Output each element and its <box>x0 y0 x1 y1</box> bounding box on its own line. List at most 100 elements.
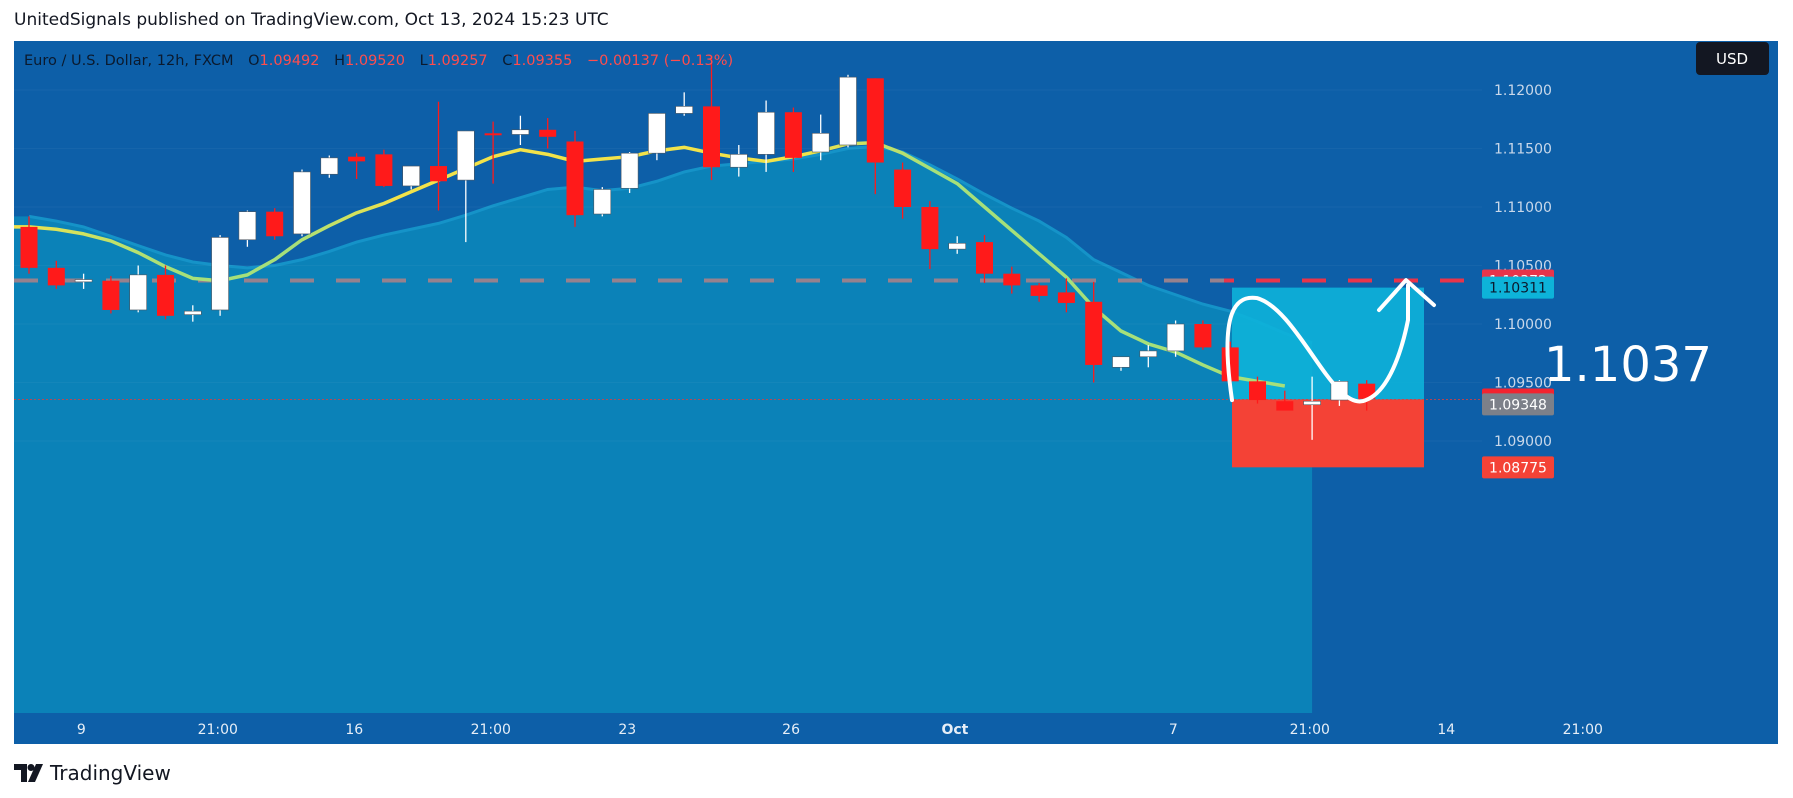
candle-body <box>1166 323 1185 352</box>
candle-body <box>703 106 720 168</box>
candle <box>675 92 694 116</box>
candle <box>976 235 993 284</box>
candle-body <box>375 154 393 186</box>
candle-body <box>266 211 284 237</box>
candle-body <box>729 154 748 168</box>
candle-body <box>839 76 857 146</box>
legend-low-label: L <box>420 53 428 69</box>
candle <box>757 100 775 172</box>
legend-change: −0.00137 (−0.13%) <box>587 53 733 69</box>
candle <box>1085 281 1103 383</box>
candle-body <box>1030 285 1048 296</box>
candle <box>1003 266 1021 294</box>
candle-body <box>948 242 967 250</box>
candle-body <box>484 133 502 136</box>
candle-body <box>539 129 557 137</box>
candle <box>184 305 202 322</box>
candle-body <box>921 207 939 250</box>
time-axis-background <box>14 713 1778 744</box>
time-tick-label: 16 <box>345 722 363 738</box>
candle-body <box>784 112 802 158</box>
candle-body <box>566 141 584 216</box>
candle-body <box>894 169 912 207</box>
candle <box>620 152 639 193</box>
stop-price-label: 1.08775 <box>1489 460 1547 476</box>
price-chart[interactable]: Euro / U.S. Dollar, 12h, FXCM O1.09492 H… <box>14 41 1778 744</box>
candle-body <box>1194 324 1212 348</box>
time-tick-label: 14 <box>1437 722 1455 738</box>
candle-body <box>402 165 421 187</box>
candle <box>648 113 666 161</box>
candle <box>375 149 393 188</box>
candle-body <box>320 157 339 175</box>
candle <box>729 144 748 177</box>
forecast-drawing[interactable] <box>1225 278 1436 404</box>
prev-close-price-label: 1.09348 <box>1489 397 1547 413</box>
price-axis-labels: 1.090001.095001.100001.105001.110001.115… <box>1482 83 1554 479</box>
legend-symbol: Euro / U.S. Dollar, 12h, FXCM <box>24 53 234 69</box>
target-annotation[interactable]: 1.1037 <box>1544 337 1712 393</box>
candle-body <box>976 242 993 274</box>
stop-price-label-bg <box>1482 456 1554 479</box>
candle <box>1249 376 1266 404</box>
candle <box>593 187 612 217</box>
candle <box>293 169 311 237</box>
candle <box>1030 283 1048 302</box>
candle-body <box>593 189 612 215</box>
candle-body <box>74 279 93 283</box>
ma-slow-edge <box>28 144 1313 345</box>
candle <box>1276 390 1294 411</box>
candle-body <box>648 113 666 154</box>
candle <box>703 56 720 181</box>
candle <box>129 265 147 313</box>
candle-body <box>1303 400 1321 406</box>
time-tick-label: 21:00 <box>471 722 511 738</box>
currency-button-label[interactable]: USD <box>1716 50 1748 68</box>
legend-open-label: O <box>248 53 259 69</box>
candle-body <box>757 111 775 155</box>
candle <box>1166 320 1185 357</box>
candle <box>102 276 120 314</box>
candle <box>266 208 284 240</box>
candle <box>811 114 830 161</box>
currency-button[interactable]: USD <box>1696 42 1769 75</box>
legend: Euro / U.S. Dollar, 12h, FXCM O1.09492 H… <box>24 53 733 69</box>
candle-body <box>211 237 229 311</box>
legend-close-label: C <box>502 53 512 69</box>
candle-body <box>102 280 120 310</box>
stop-zone[interactable] <box>1232 399 1424 468</box>
candle <box>511 115 530 145</box>
time-tick-label: 9 <box>77 722 86 738</box>
candle-body <box>20 226 38 268</box>
time-tick-label: 21:00 <box>198 722 238 738</box>
time-axis[interactable]: 9 21:00 16 21:00 23 26 Oct 7 21:00 14 21:00 <box>77 722 1603 738</box>
candle-body <box>47 267 65 286</box>
candle-body <box>293 171 311 235</box>
candle-body <box>1139 350 1158 358</box>
legend-high: 1.09520 <box>345 53 405 69</box>
candle-body <box>430 166 447 182</box>
candle <box>348 153 366 179</box>
price-axis[interactable] <box>1482 41 1778 713</box>
candle <box>211 235 229 316</box>
currency-button-bg[interactable] <box>1696 42 1769 75</box>
tradingview-brand[interactable]: TradingView <box>14 760 171 786</box>
time-tick-label: 7 <box>1169 722 1178 738</box>
candle <box>1358 380 1376 411</box>
candle <box>1303 376 1321 440</box>
forecast-arrowhead[interactable] <box>1377 278 1436 313</box>
candle <box>1112 356 1130 371</box>
candle <box>894 162 912 219</box>
candle <box>402 165 421 190</box>
ma-area <box>14 146 1313 713</box>
candle-body <box>238 211 257 241</box>
forecast-wave[interactable] <box>1225 283 1410 404</box>
candle <box>1194 320 1212 350</box>
price-tick-label: 1.11500 <box>1494 142 1552 158</box>
price-tick-label: 1.09000 <box>1494 434 1552 450</box>
candle-body <box>1057 292 1075 303</box>
price-axis-background[interactable] <box>1482 41 1778 713</box>
chart-panel[interactable]: Euro / U.S. Dollar, 12h, FXCM O1.09492 H… <box>14 41 1778 744</box>
candle-body <box>348 156 366 162</box>
price-tick-label: 1.09500 <box>1494 376 1552 392</box>
